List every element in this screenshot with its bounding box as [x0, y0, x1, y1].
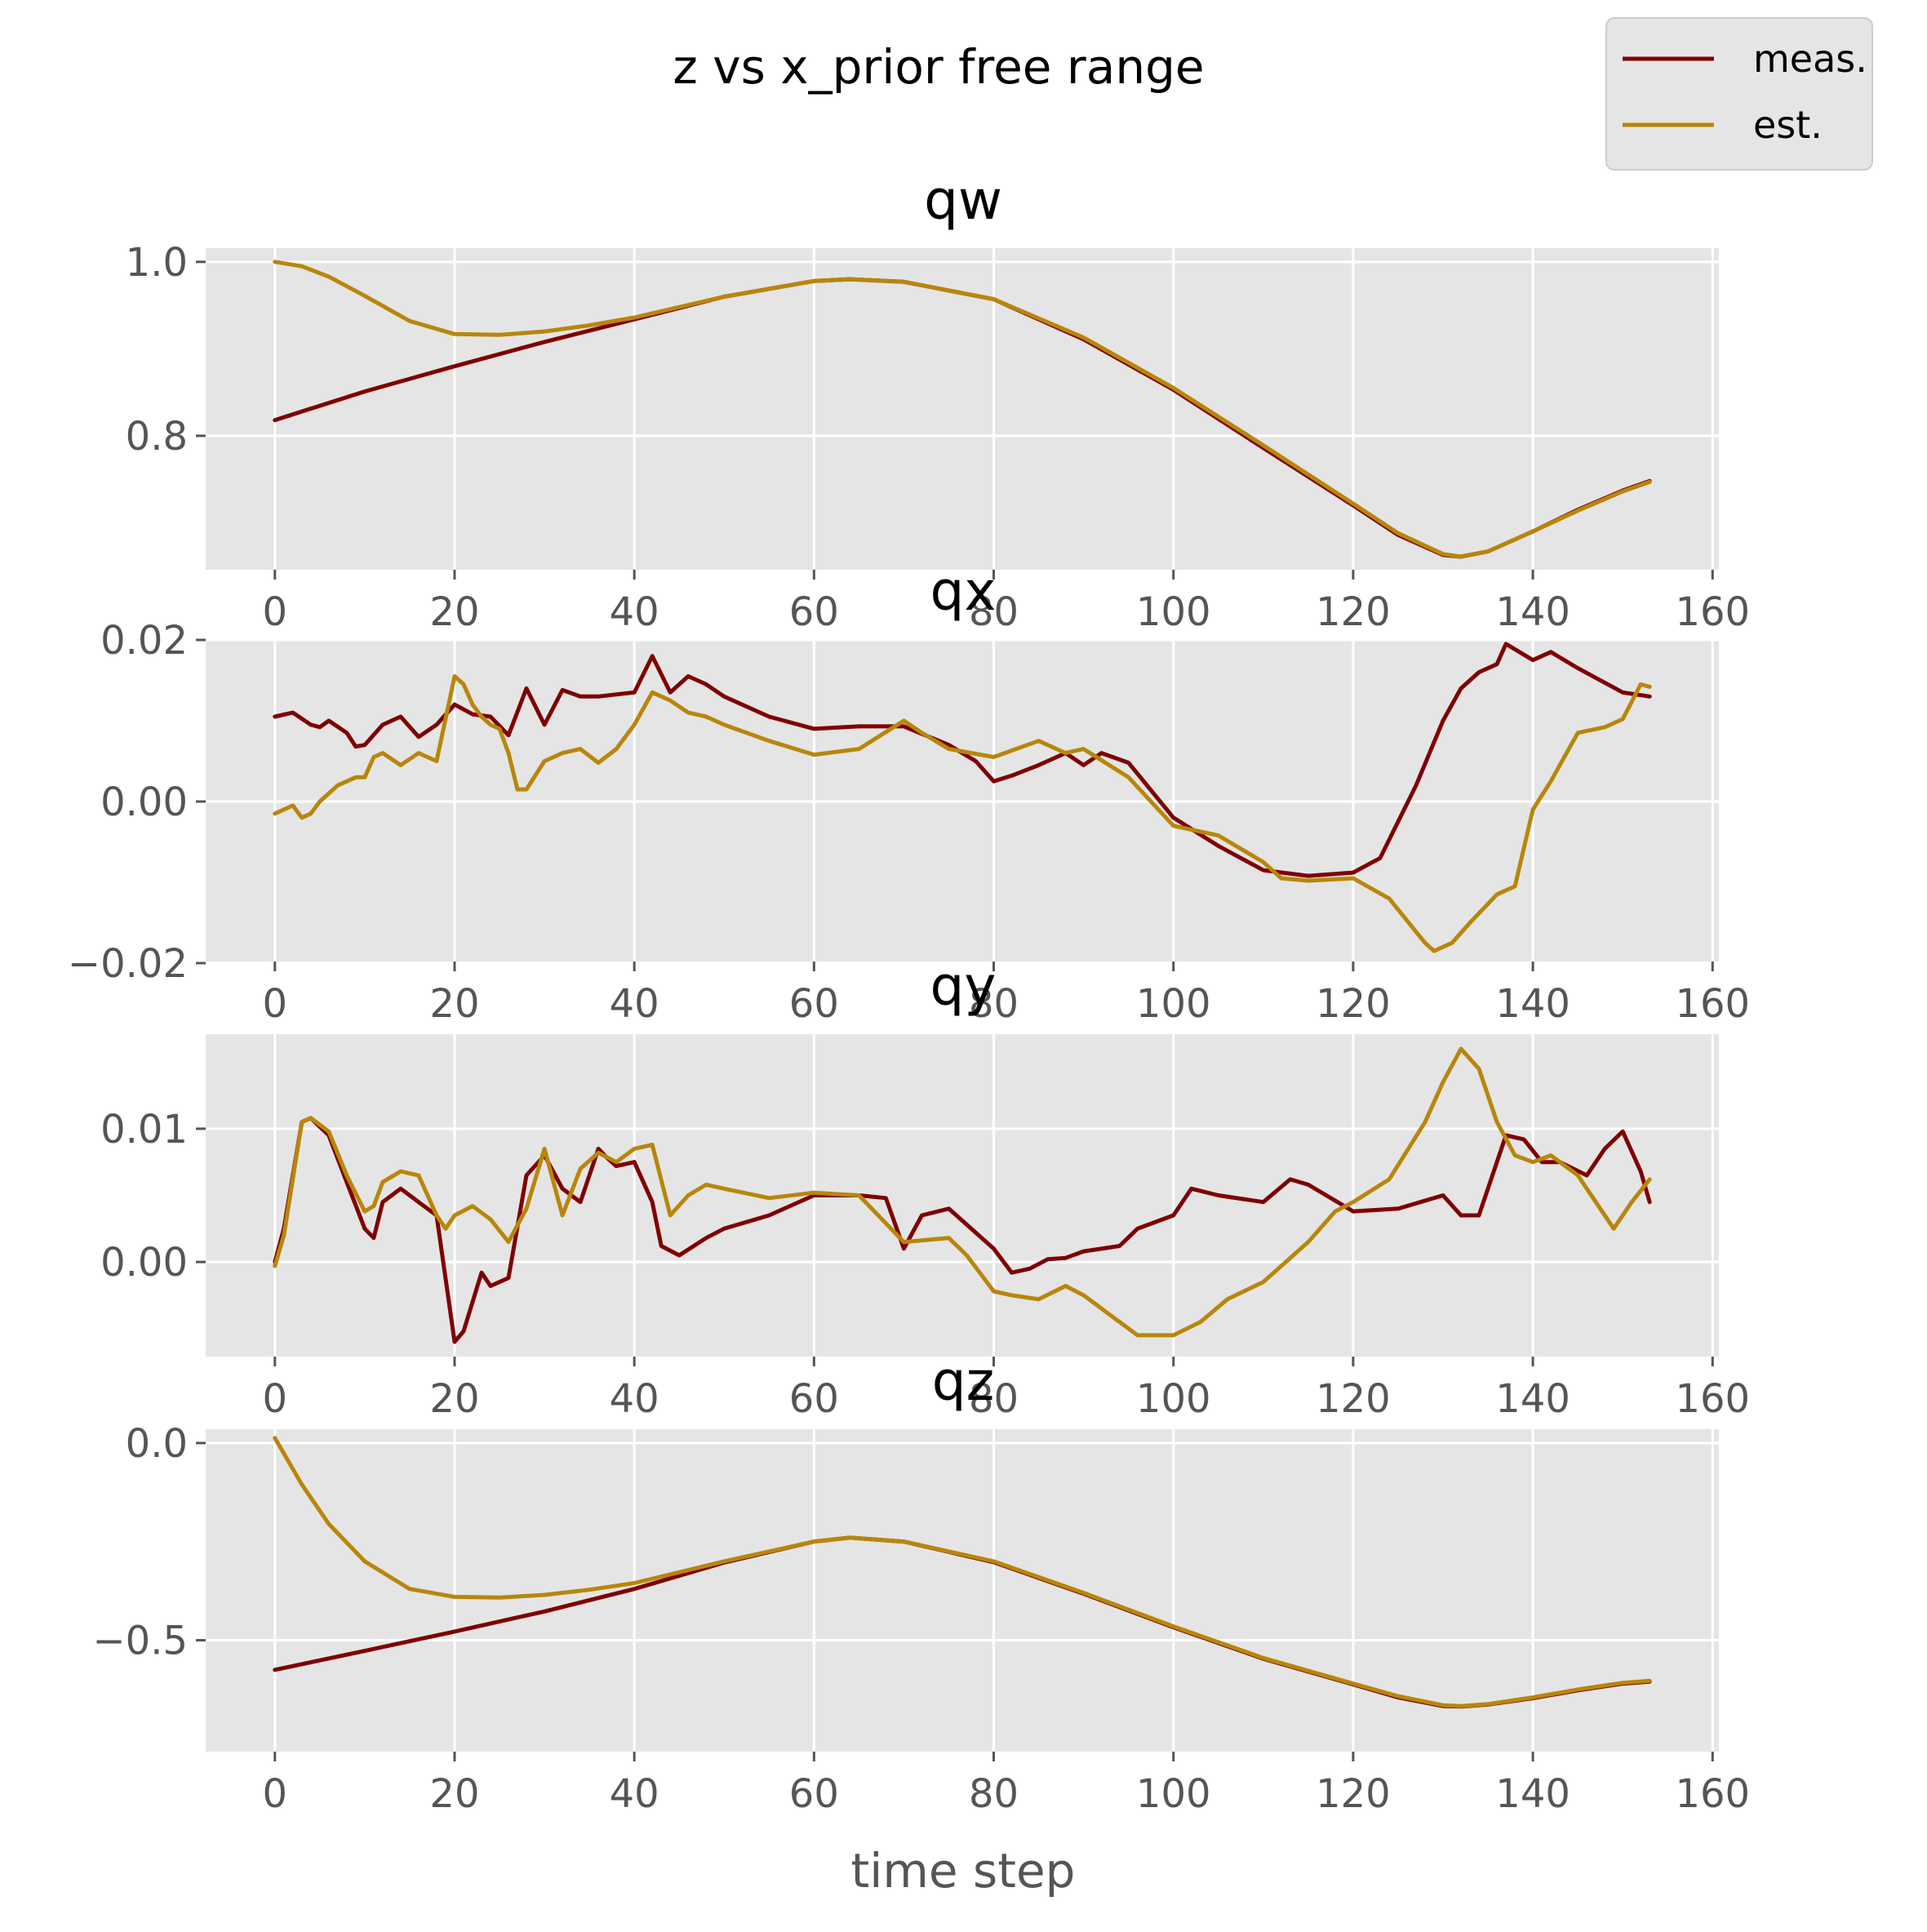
x-tick-label: 40	[610, 1376, 659, 1422]
x-tick-label: 40	[610, 1771, 659, 1817]
x-axis-label: time step	[851, 1843, 1076, 1899]
figure-title: z vs x_prior free range	[673, 39, 1204, 95]
x-tick-label: 60	[789, 981, 839, 1027]
x-tick-label: 100	[1136, 981, 1211, 1027]
x-tick-label: 60	[789, 589, 839, 635]
panel-qy: 0 20 40 60 80 100 120 140 160 0.00 0.01 qy	[100, 955, 1750, 1422]
x-tick-label: 0	[262, 1771, 287, 1817]
y-tick-label: 0.00	[100, 1240, 188, 1286]
y-tick-label: 0.8	[126, 414, 188, 460]
series-line-est	[273, 260, 1652, 559]
series-line-est	[273, 1046, 1652, 1338]
y-tick-label: −0.02	[68, 941, 188, 987]
x-tick-label: 0	[262, 589, 287, 635]
plot-area	[206, 1034, 1719, 1357]
panel-title: qy	[930, 955, 997, 1018]
x-tick-label: 60	[789, 1376, 839, 1422]
panel-qx: 0 20 40 60 80 100 120 140 160 −0.02 0.00 0.02 qx	[68, 560, 1750, 1027]
legend: meas. est.	[1605, 17, 1873, 171]
x-tick-label: 160	[1675, 1376, 1750, 1422]
series-line-meas	[273, 642, 1652, 878]
panel-title: qx	[930, 560, 997, 623]
legend-label-meas: meas.	[1753, 37, 1867, 81]
x-tick-label: 140	[1495, 589, 1570, 635]
series-line-est	[273, 674, 1652, 953]
legend-box	[1605, 17, 1873, 171]
x-tick-label: 120	[1316, 1376, 1391, 1422]
panel-qz: 0 20 40 60 80 100 120 140 160 −0.5 0.0 qz	[92, 1350, 1750, 1817]
plot-area	[206, 248, 1719, 570]
y-tick-label: 0.0	[126, 1421, 188, 1467]
y-tick-label: 0.00	[100, 779, 188, 825]
panel-qw: 0 20 40 60 80 100 120 140 160 0.8 1.0 qw	[126, 169, 1750, 635]
x-tick-label: 160	[1675, 589, 1750, 635]
y-tick-label: 0.01	[100, 1107, 188, 1153]
x-tick-label: 20	[429, 1376, 479, 1422]
x-tick-label: 60	[789, 1771, 839, 1817]
y-tick-label: 1.0	[126, 240, 188, 286]
x-tick-label: 100	[1136, 1771, 1211, 1817]
panel-title: qz	[932, 1350, 995, 1413]
x-tick-label: 120	[1316, 1771, 1391, 1817]
x-tick-label: 120	[1316, 589, 1391, 635]
x-tick-label: 100	[1136, 1376, 1211, 1422]
y-tick-label: −0.5	[92, 1619, 188, 1664]
x-tick-label: 20	[429, 589, 479, 635]
x-tick-label: 140	[1495, 1771, 1570, 1817]
x-tick-label: 120	[1316, 981, 1391, 1027]
x-tick-label: 20	[429, 1771, 479, 1817]
x-tick-label: 0	[262, 981, 287, 1027]
legend-label-est: est.	[1753, 103, 1823, 147]
x-tick-label: 40	[610, 589, 659, 635]
x-tick-label: 80	[969, 1771, 1019, 1817]
y-tick-label: 0.02	[100, 618, 188, 664]
x-tick-label: 140	[1495, 1376, 1570, 1422]
series-line-est	[273, 1436, 1652, 1708]
x-tick-label: 20	[429, 981, 479, 1027]
x-tick-label: 160	[1675, 1771, 1750, 1817]
x-tick-label: 80	[969, 1376, 1019, 1422]
x-tick-label: 80	[969, 981, 1019, 1027]
plot-area	[206, 1429, 1719, 1752]
panel-title: qw	[924, 169, 1002, 232]
x-tick-label: 40	[610, 981, 659, 1027]
x-tick-label: 100	[1136, 589, 1211, 635]
x-tick-label: 0	[262, 1376, 287, 1422]
x-tick-label: 80	[969, 589, 1019, 635]
x-tick-label: 160	[1675, 981, 1750, 1027]
x-tick-label: 140	[1495, 981, 1570, 1027]
